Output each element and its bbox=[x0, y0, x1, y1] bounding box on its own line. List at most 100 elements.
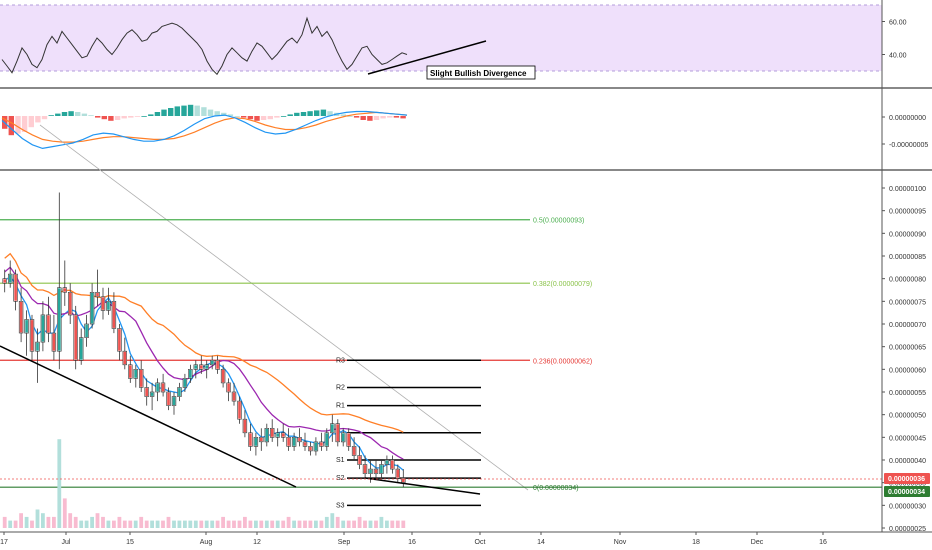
macd-line[interactable] bbox=[1, 110, 408, 150]
macd-histogram-bar[interactable] bbox=[161, 109, 167, 116]
macd-histogram-bar[interactable] bbox=[241, 116, 247, 118]
macd-histogram-bar[interactable] bbox=[35, 116, 41, 123]
macd-histogram-bar[interactable] bbox=[380, 116, 386, 119]
macd-histogram-bar[interactable] bbox=[81, 113, 88, 116]
candle[interactable] bbox=[13, 269, 18, 311]
candle[interactable] bbox=[139, 360, 144, 392]
candle[interactable] bbox=[128, 355, 133, 383]
candle[interactable] bbox=[373, 460, 379, 479]
macd-histogram-bar[interactable] bbox=[221, 112, 227, 116]
volume-bar[interactable] bbox=[374, 520, 378, 528]
candle[interactable] bbox=[204, 360, 209, 379]
macd-histogram-bar[interactable] bbox=[28, 116, 34, 128]
macd-histogram-bar[interactable] bbox=[260, 116, 267, 120]
candle[interactable] bbox=[237, 396, 242, 424]
candle[interactable] bbox=[166, 387, 171, 411]
volume-bar[interactable] bbox=[270, 520, 275, 528]
macd-histogram-bar[interactable] bbox=[88, 115, 94, 116]
volume-bar[interactable] bbox=[150, 520, 154, 528]
volume-bar[interactable] bbox=[84, 520, 89, 528]
time-axis[interactable]: 17 Jul 15 Aug 12 Sep 16 Oct 14 Nov 18 Dec 16 bbox=[0, 532, 827, 546]
volume-bar[interactable] bbox=[210, 520, 215, 528]
volume-bar[interactable] bbox=[330, 513, 335, 528]
candle[interactable] bbox=[308, 441, 313, 456]
candle[interactable] bbox=[220, 364, 226, 388]
macd-histogram-bar[interactable] bbox=[75, 112, 81, 116]
macd-histogram-bar[interactable] bbox=[181, 105, 187, 116]
volume-bar[interactable] bbox=[172, 520, 176, 528]
candle[interactable] bbox=[379, 460, 384, 479]
macd-histogram-bar[interactable] bbox=[387, 116, 393, 118]
volume-bar[interactable] bbox=[259, 520, 264, 528]
candle[interactable] bbox=[149, 382, 155, 411]
candle[interactable] bbox=[297, 428, 302, 447]
macd-histogram-bar[interactable] bbox=[267, 116, 273, 120]
volume-bar[interactable] bbox=[35, 509, 40, 529]
macd-histogram-bar[interactable] bbox=[168, 108, 174, 116]
pivot-level[interactable]: R2 bbox=[336, 384, 481, 391]
volume-bar[interactable] bbox=[385, 520, 389, 528]
volume-bar[interactable] bbox=[237, 520, 242, 528]
volume-bar[interactable] bbox=[112, 520, 116, 528]
volume-bar[interactable] bbox=[30, 520, 34, 528]
volume-bar[interactable] bbox=[254, 520, 258, 528]
volume-bar[interactable] bbox=[341, 520, 346, 528]
macd-histogram-bar[interactable] bbox=[207, 109, 214, 116]
macd-histogram-bar[interactable] bbox=[15, 116, 21, 134]
candle[interactable] bbox=[302, 432, 308, 451]
fib-level[interactable]: 0.382(0.00000079) bbox=[0, 281, 592, 288]
candle[interactable] bbox=[144, 378, 149, 406]
candle[interactable] bbox=[24, 310, 29, 356]
candle[interactable] bbox=[122, 337, 128, 370]
macd-histogram-bar[interactable] bbox=[95, 116, 101, 118]
volume-bar[interactable] bbox=[248, 520, 253, 528]
macd-histogram-bar[interactable] bbox=[68, 111, 74, 116]
candle[interactable] bbox=[357, 446, 362, 470]
volume-bar[interactable] bbox=[352, 520, 356, 528]
macd-histogram-bar[interactable] bbox=[101, 116, 107, 120]
volume-bar[interactable] bbox=[199, 520, 204, 528]
candle[interactable] bbox=[319, 432, 324, 451]
volume-bar[interactable] bbox=[292, 520, 296, 528]
candle[interactable] bbox=[242, 410, 248, 438]
candle[interactable] bbox=[8, 260, 13, 288]
candle[interactable] bbox=[160, 373, 166, 397]
volume-bar[interactable] bbox=[275, 520, 280, 528]
macd-histogram-bar[interactable] bbox=[114, 116, 121, 120]
volume-bar[interactable] bbox=[314, 520, 318, 528]
macd-histogram-bar[interactable] bbox=[287, 114, 293, 116]
candle[interactable] bbox=[182, 373, 188, 392]
candle[interactable] bbox=[390, 455, 395, 474]
candle[interactable] bbox=[226, 378, 231, 402]
candle[interactable] bbox=[68, 283, 73, 324]
volume-bar[interactable] bbox=[166, 516, 171, 528]
volume-bar[interactable] bbox=[177, 520, 182, 528]
macd-histogram-bar[interactable] bbox=[134, 116, 141, 117]
volume-bar[interactable] bbox=[161, 520, 165, 528]
macd-histogram-bar[interactable] bbox=[55, 113, 61, 116]
candle[interactable] bbox=[51, 314, 57, 361]
volume-bar[interactable] bbox=[19, 513, 23, 528]
macd-histogram-bar[interactable] bbox=[274, 116, 280, 118]
volume-bar[interactable] bbox=[139, 516, 144, 528]
fib-level[interactable]: 0(0.00000034) bbox=[0, 485, 882, 492]
candle[interactable] bbox=[253, 432, 259, 456]
volume-bar[interactable] bbox=[346, 520, 351, 528]
candle[interactable] bbox=[84, 314, 89, 347]
macd-histogram-bar[interactable] bbox=[327, 111, 333, 116]
rsi-line[interactable] bbox=[1, 16, 408, 76]
pivot-level[interactable]: S3 bbox=[336, 502, 481, 509]
volume-bar[interactable] bbox=[232, 520, 236, 528]
candle[interactable] bbox=[18, 287, 24, 343]
volume-bar[interactable] bbox=[297, 520, 302, 528]
volume-bar[interactable] bbox=[155, 520, 160, 528]
volume-bar[interactable] bbox=[117, 516, 122, 528]
candle[interactable] bbox=[155, 378, 160, 402]
macd-histogram-bar[interactable] bbox=[300, 112, 307, 116]
fib-level[interactable]: 0.236(0.00000062) bbox=[0, 358, 592, 365]
macd-histogram-bar[interactable] bbox=[400, 116, 406, 119]
candle[interactable] bbox=[79, 328, 84, 365]
long-descending-trendline[interactable] bbox=[39, 124, 529, 491]
volume-bar[interactable] bbox=[281, 520, 286, 528]
candle[interactable] bbox=[215, 355, 220, 374]
